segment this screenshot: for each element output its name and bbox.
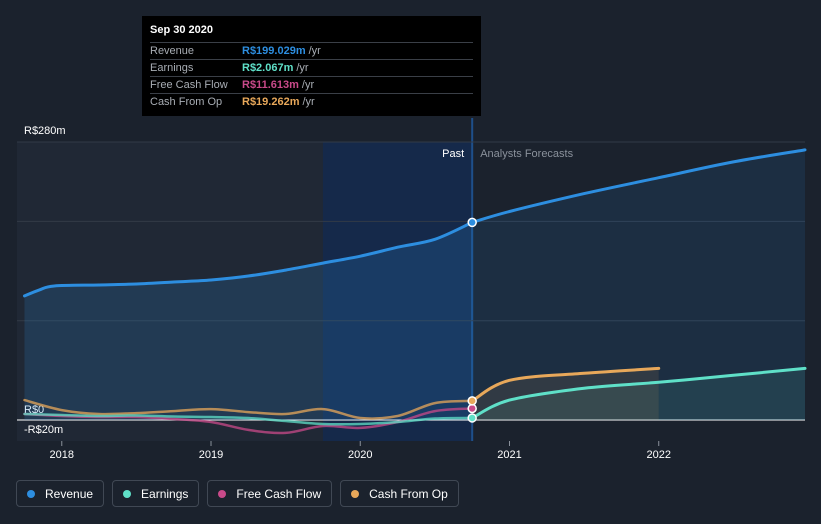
y-tick-label: -R$20m — [24, 424, 63, 436]
legend-dot-icon — [123, 489, 132, 498]
cash-from-op-forecast-area — [472, 368, 659, 420]
x-tick-label: 2022 — [647, 449, 671, 461]
legend-item-revenue[interactable]: Revenue — [16, 480, 105, 507]
past-label: Past — [442, 148, 464, 160]
cash-from-op-marker — [467, 396, 477, 406]
legend: Revenue Earnings Free Cash Flow Cash Fro… — [16, 480, 459, 509]
revenue-forecast-area — [472, 149, 805, 420]
tooltip-row-value: R$11.613m — [242, 79, 299, 91]
tooltip-row-value: R$19.262m — [242, 96, 300, 108]
legend-label: Earnings — [141, 486, 189, 501]
tooltip-row-label: Revenue — [150, 45, 195, 57]
revenue-past-area — [24, 222, 473, 420]
revenue-forecast-line — [470, 148, 807, 224]
legend-item-cash-from-op[interactable]: Cash From Op — [340, 480, 459, 507]
x-tick-label: 2019 — [199, 449, 223, 461]
tooltip-row-unit: /yr — [301, 79, 315, 91]
tooltip-row-label: Free Cash Flow — [150, 79, 228, 91]
x-tick-label: 2018 — [50, 449, 74, 461]
revenue-past-line — [23, 220, 474, 298]
tooltip-row-earnings: Earnings R$2.067m /yr — [150, 59, 473, 76]
legend-label: Cash From Op — [369, 486, 448, 501]
tooltip: Sep 30 2020 Revenue R$199.029m /yr Earni… — [142, 16, 481, 116]
legend-dot-icon — [27, 489, 35, 498]
earnings-forecast-line — [470, 366, 807, 420]
earnings-forecast-area — [472, 368, 805, 420]
tooltip-row-value: R$199.029m — [242, 45, 306, 57]
tooltip-row-label: Earnings — [150, 62, 194, 74]
highlight-region — [322, 142, 473, 441]
tooltip-row-cash-from-op: Cash From Op R$19.262m /yr — [150, 93, 473, 110]
cash-from-op-past-line — [23, 398, 474, 420]
tooltip-row-value: R$2.067m — [242, 62, 294, 74]
legend-label: Free Cash Flow — [236, 486, 322, 501]
y-tick-label: R$280m — [24, 125, 66, 137]
legend-dot-icon — [351, 489, 360, 498]
cash-from-op-forecast-line — [470, 366, 661, 403]
earnings-past-line — [23, 412, 474, 426]
x-tick-label: 2020 — [348, 449, 372, 461]
revenue-marker — [467, 217, 477, 228]
legend-item-free-cash-flow[interactable]: Free Cash Flow — [207, 480, 333, 507]
legend-item-earnings[interactable]: Earnings — [112, 480, 200, 507]
tooltip-row-label: Cash From Op — [150, 96, 223, 108]
tooltip-title: Sep 30 2020 — [150, 24, 213, 36]
divider-line — [471, 118, 474, 441]
tooltip-row-unit: /yr — [296, 62, 309, 74]
free-cash-flow-marker — [467, 403, 477, 414]
tooltip-row-unit: /yr — [308, 45, 321, 57]
forecast-label: Analysts Forecasts — [480, 148, 573, 160]
tooltip-row-revenue: Revenue R$199.029m /yr — [150, 42, 473, 59]
legend-dot-icon — [218, 489, 227, 498]
earnings-marker — [467, 413, 477, 423]
tooltip-row-unit: /yr — [302, 96, 315, 108]
tooltip-row-free-cash-flow: Free Cash Flow R$11.613m /yr — [150, 76, 473, 93]
x-tick-label: 2021 — [497, 449, 521, 461]
legend-label: Revenue — [45, 486, 94, 501]
